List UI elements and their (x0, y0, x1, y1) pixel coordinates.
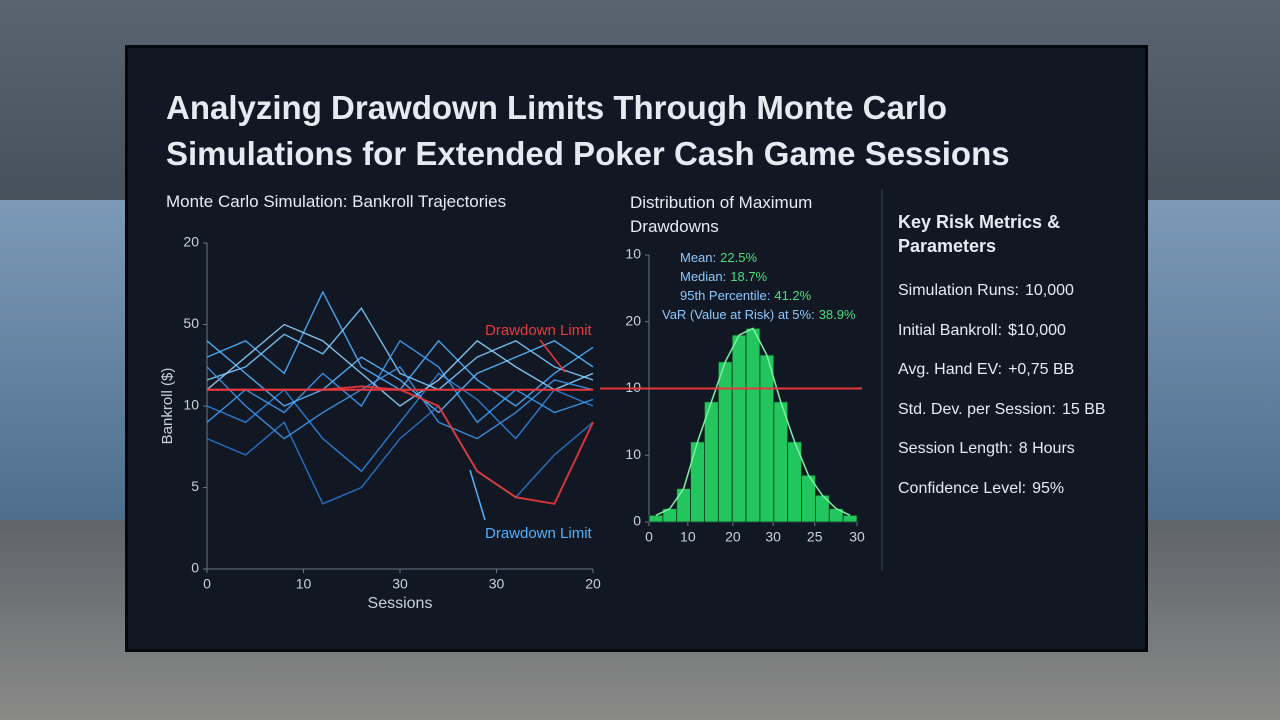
metric-value: 95% (1032, 479, 1065, 497)
y-tick-label: 0 (191, 560, 199, 576)
bar (676, 488, 692, 523)
x-axis-label: Sessions (368, 595, 433, 612)
series-line (206, 340, 594, 414)
stat-label: Median: (680, 269, 726, 284)
series-line (206, 372, 594, 473)
series-line (206, 339, 594, 424)
main-title: Analyzing Drawdown Limits Through Monte … (166, 89, 1010, 172)
bar (690, 441, 705, 523)
x-tick-label: 30 (765, 529, 781, 545)
metric-value: 15 BB (1062, 400, 1106, 418)
bar (648, 514, 664, 523)
bar (842, 514, 858, 523)
stat-label: Mean: (680, 250, 716, 265)
chart-title: Distribution of Maximum Drawdowns (630, 193, 813, 236)
annotation: Drawdown Limit (485, 322, 593, 339)
x-tick-label: 10 (680, 529, 696, 545)
bar (773, 401, 789, 523)
stat: VaR (Value at Risk) at 5%: 38.9% (662, 307, 856, 322)
stat: 95th Percentile: 41.2% (680, 288, 812, 303)
bar (731, 334, 747, 523)
metric-value: 10,000 (1024, 282, 1074, 299)
x-tick-label: 30 (849, 529, 865, 545)
stat-value: 38.9% (819, 307, 856, 322)
metric-value: 8 Hours (1018, 440, 1075, 457)
metric-label: Session Length: 8 Hours (898, 440, 1075, 457)
x-tick-label: 10 (296, 576, 312, 592)
annotation-arrow (469, 469, 486, 521)
x-tick-label: 0 (645, 529, 653, 545)
stat: Median: 18.7% (680, 269, 768, 284)
stat-value: 22.5% (720, 250, 757, 265)
metric-label: Avg. Hand EV: +0,75 BB (898, 361, 1075, 378)
metric-value: +0,75 BB (1008, 361, 1075, 378)
y-tick-label: 0 (633, 513, 641, 529)
metric-value: $10,000 (1008, 321, 1066, 339)
x-tick-label: 30 (489, 576, 505, 592)
series-line (206, 365, 594, 440)
metric-label: Confidence Level: 95% (898, 479, 1065, 497)
series-line (206, 404, 594, 505)
y-tick-label: 20 (183, 234, 199, 250)
y-tick-label: 10 (625, 446, 641, 462)
y-axis-label: Bankroll ($) (159, 368, 176, 445)
series-line (206, 323, 594, 407)
metric-label: Simulation Runs: 10,000 (898, 282, 1074, 299)
metrics-title: Key Risk Metrics & Parameters (898, 212, 1061, 256)
window-left (0, 200, 125, 520)
metric-label: Initial Bankroll: $10,000 (898, 321, 1066, 339)
bar (745, 328, 761, 523)
series-line (207, 385, 594, 505)
annotation: Drawdown Limit (485, 525, 593, 542)
stat: Mean: 22.5% (680, 250, 757, 265)
density-curve (655, 327, 851, 517)
stat-label: 95th Percentile: (680, 288, 770, 303)
stat-value: 41.2% (774, 288, 811, 303)
y-tick-label: 50 (183, 315, 199, 331)
y-tick-label: 5 (191, 478, 199, 494)
y-tick-label: 10 (625, 379, 641, 395)
x-tick-label: 20 (585, 576, 601, 592)
y-tick-label: 10 (625, 246, 641, 262)
series-line (206, 306, 594, 391)
x-tick-label: 20 (725, 529, 741, 545)
stat-label: VaR (Value at Risk) at 5%: (662, 307, 815, 322)
x-tick-label: 25 (807, 529, 823, 545)
x-tick-label: 30 (392, 576, 408, 592)
stat-value: 18.7% (730, 269, 767, 284)
bar (704, 401, 719, 523)
x-tick-label: 0 (203, 576, 211, 592)
chart-title: Monte Carlo Simulation: Bankroll Traject… (166, 192, 507, 211)
y-tick-label: 10 (183, 397, 199, 413)
bar (759, 354, 775, 523)
y-tick-label: 20 (625, 312, 641, 328)
metric-label: Std. Dev. per Session: 15 BB (898, 400, 1106, 418)
bar (717, 361, 733, 523)
window-right (1148, 200, 1280, 520)
annotation-arrow (539, 339, 566, 373)
